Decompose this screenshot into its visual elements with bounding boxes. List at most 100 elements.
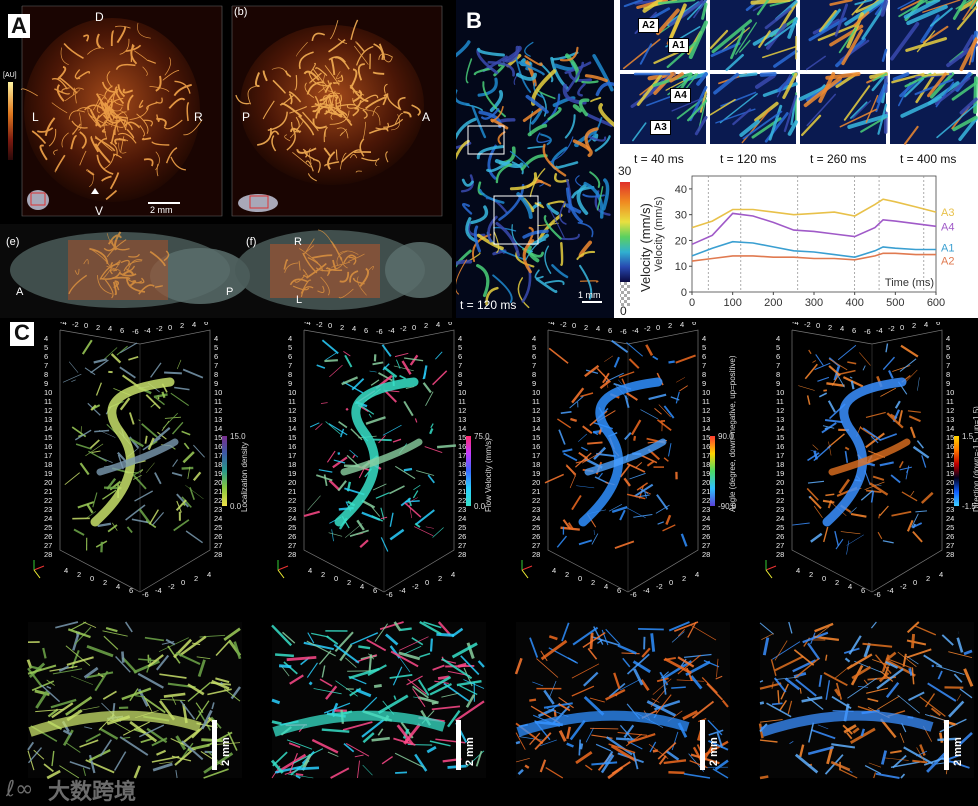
vessel-stroke — [84, 367, 96, 376]
series-line-a3 — [691, 198, 937, 229]
roi-box — [493, 195, 539, 245]
vessel-stroke — [306, 262, 327, 279]
vessel-stroke — [122, 88, 134, 94]
vessel-stroke — [131, 518, 149, 524]
vessel-stroke — [666, 41, 696, 69]
vessel-stroke — [475, 750, 483, 767]
c-axis-tick-bottom: -2 — [412, 582, 419, 591]
vessel-stroke — [154, 285, 163, 289]
vessel-stroke — [51, 702, 74, 719]
vessel-stroke — [732, 108, 752, 126]
vessel-stroke — [548, 347, 569, 364]
c-axis-tick-bottom: 0 — [425, 578, 430, 587]
vessel-stroke — [355, 170, 362, 173]
vessel-stroke — [456, 117, 477, 141]
main-vessel — [516, 710, 690, 737]
c-axis-tick-right: 11 — [946, 397, 954, 406]
vessel-stroke — [465, 217, 478, 243]
vessel-stroke — [419, 652, 431, 658]
vessel-stroke — [476, 264, 490, 298]
vessel-stroke — [191, 718, 212, 739]
c-axis-tick-right: 21 — [946, 487, 955, 496]
vessel-stroke — [417, 679, 430, 697]
vessel-stroke — [343, 742, 355, 753]
vessel-stroke — [147, 59, 156, 64]
vessel-stroke — [350, 632, 379, 646]
vessel-stroke — [892, 754, 907, 769]
vessel-stroke — [543, 689, 555, 705]
vessel-stroke — [412, 688, 426, 708]
vessel-stroke — [694, 115, 708, 136]
vessel-stroke — [540, 639, 568, 661]
vessel-stroke — [432, 664, 445, 671]
vessel-stroke — [456, 40, 471, 58]
vessel-stroke — [756, 0, 770, 16]
vessel-stroke — [807, 480, 825, 484]
vessel-stroke — [885, 681, 900, 699]
vessel-stroke — [138, 508, 151, 524]
vessel-stroke — [880, 670, 894, 682]
vessel-stroke — [963, 668, 974, 687]
vessel-stroke — [352, 454, 356, 459]
vessel-stroke — [582, 425, 593, 434]
vessel-stroke — [456, 89, 470, 106]
vessel-stroke — [321, 665, 326, 678]
vessel-stroke — [843, 724, 857, 734]
vessel-stroke — [211, 679, 230, 690]
vessel-stroke — [105, 189, 118, 201]
vessel-stroke — [31, 680, 55, 692]
snapshot-r1-c2 — [709, 0, 798, 72]
vessel-stroke — [668, 621, 690, 632]
c-axis-tick-left: 4 — [776, 334, 781, 343]
vessel-stroke — [375, 122, 389, 130]
vessel-stroke — [622, 38, 661, 70]
vessel-stroke — [127, 259, 143, 270]
vessel-stroke — [592, 54, 614, 92]
vessel-stroke — [596, 186, 604, 211]
c-axis-tick-right: 6 — [458, 352, 463, 361]
c-colorbar-max: 75.0 — [474, 432, 490, 441]
c-axis-tick-top: 0 — [168, 322, 173, 332]
vessel-stroke — [936, 103, 977, 139]
series-label-a2: A2 — [941, 256, 954, 268]
vessel-stroke — [307, 173, 317, 182]
x-tick-label: 500 — [886, 297, 904, 309]
vessel-stroke — [857, 686, 869, 688]
vessel-stroke — [352, 98, 369, 111]
vessel-stroke — [687, 621, 697, 638]
vessel-stroke — [850, 380, 855, 390]
vessel-stroke — [716, 732, 724, 749]
vessel-stroke — [354, 45, 369, 65]
vessel-stroke — [371, 515, 384, 522]
vessel-stroke — [835, 682, 843, 700]
vessel-stroke — [414, 522, 421, 528]
vessel-stroke — [98, 429, 116, 438]
arrow-icon — [91, 188, 99, 194]
vessel-stroke — [693, 0, 707, 19]
vessel-stroke — [121, 656, 138, 674]
vessel-stroke — [170, 392, 190, 407]
vessel-stroke — [485, 286, 499, 306]
c-axis-tick-right: 12 — [702, 406, 711, 415]
vessel-stroke — [78, 706, 100, 712]
vessel-stroke — [89, 439, 100, 450]
y-tick-label: 0 — [681, 287, 687, 299]
vessel-stroke — [776, 73, 791, 98]
vessel-stroke — [118, 116, 133, 131]
vessel-stroke — [624, 432, 632, 441]
c-colorbar-min: -90.0 — [718, 502, 737, 511]
c-axis-tick-right: 6 — [946, 352, 951, 361]
vessel-stroke — [544, 280, 565, 286]
c-axis-tick-bottom: 0 — [822, 574, 827, 583]
vessel-stroke — [33, 749, 45, 760]
vessel-stroke — [827, 400, 836, 413]
vessel-stroke — [54, 88, 71, 95]
vessel-stroke — [323, 702, 351, 714]
vessel-stroke — [37, 127, 54, 133]
vessel-stroke — [395, 771, 408, 774]
vessel-stroke — [145, 394, 161, 410]
vessel-stroke — [321, 339, 339, 355]
c-colorbar-label: Localization density — [240, 442, 249, 512]
vessel-stroke — [114, 138, 126, 145]
vessel-stroke — [548, 635, 558, 641]
